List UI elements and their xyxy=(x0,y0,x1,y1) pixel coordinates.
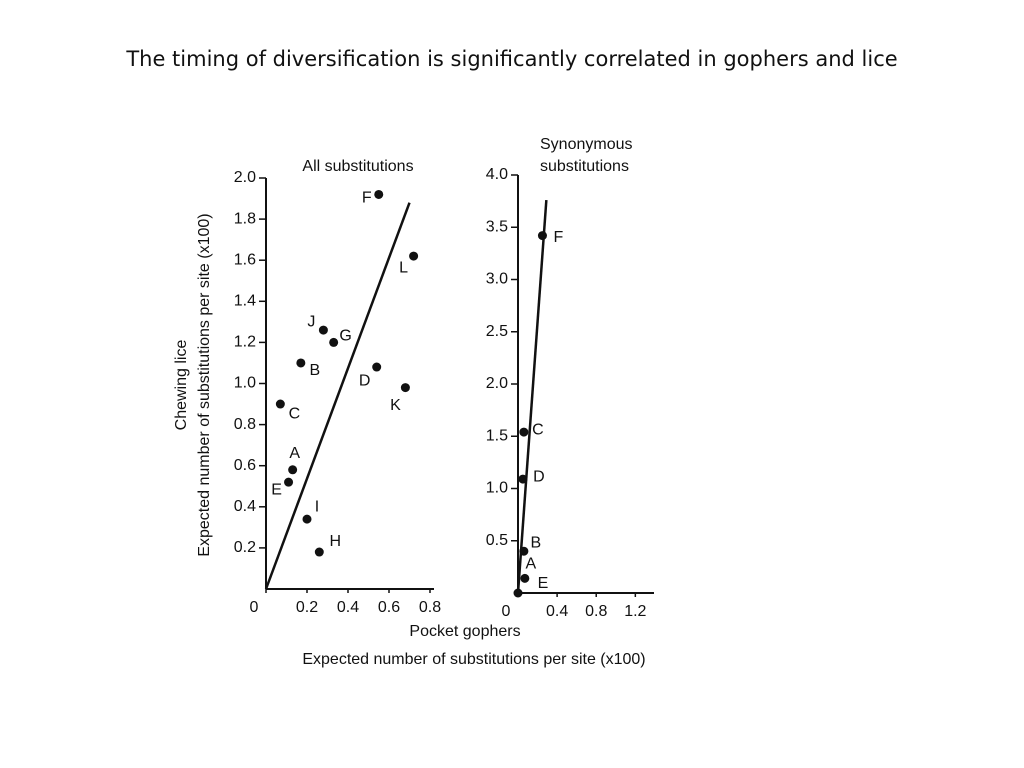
point-label: C xyxy=(289,405,301,422)
y-tick-label: 2.5 xyxy=(486,323,508,340)
y-tick-label: 1.0 xyxy=(486,480,508,497)
point-label: K xyxy=(390,397,401,414)
point xyxy=(314,547,324,557)
chart-title: All substitutions xyxy=(302,158,413,175)
x-tick-label: 0.4 xyxy=(546,603,568,620)
y-tick-label: 1.6 xyxy=(234,251,256,268)
point-label: F xyxy=(362,190,372,207)
point-label: L xyxy=(399,259,408,276)
y-tick-label: 3.5 xyxy=(486,218,508,235)
point-label: H xyxy=(330,533,342,550)
point-label: B xyxy=(310,362,321,379)
slide-title: The timing of diversification is signifi… xyxy=(125,47,897,71)
point xyxy=(275,399,285,409)
point-label: J xyxy=(307,313,315,330)
point-label: G xyxy=(339,328,351,345)
point-label: A xyxy=(289,445,300,462)
point-label: A xyxy=(526,556,537,573)
point-label: B xyxy=(531,534,542,551)
y-tick-label: 0.8 xyxy=(234,416,256,433)
y-tick-label: 2.0 xyxy=(486,375,508,392)
y-tick-label: 1.4 xyxy=(234,293,256,310)
y-tick-label: 4.0 xyxy=(486,166,508,183)
x-axis-label: Pocket gophers xyxy=(409,623,520,640)
x-tick-label: 0.6 xyxy=(378,599,400,616)
point-label: D xyxy=(533,468,545,485)
chart-title: substitutions xyxy=(540,158,629,175)
point xyxy=(519,427,529,437)
x-tick-label: 0.8 xyxy=(419,599,441,616)
point xyxy=(372,362,382,372)
point xyxy=(409,251,419,261)
point xyxy=(537,231,547,241)
y-tick-label: 0.4 xyxy=(234,498,256,515)
y-tick-label: 0.2 xyxy=(234,539,256,556)
x-tick-label: 1.2 xyxy=(624,603,646,620)
y-tick-label: 1.8 xyxy=(234,210,256,227)
x-tick-label: 0.2 xyxy=(296,599,318,616)
point xyxy=(400,383,410,393)
point xyxy=(374,189,384,199)
fit-line xyxy=(264,202,411,590)
point xyxy=(318,325,328,335)
y-axis-label: Expected number of substitutions per sit… xyxy=(196,213,213,556)
y-tick-label: 1.0 xyxy=(234,375,256,392)
chart-title: Synonymous xyxy=(540,136,633,153)
x-tick-label: 0 xyxy=(502,603,511,620)
point xyxy=(329,337,339,347)
point xyxy=(519,546,529,556)
y-tick-label: 1.5 xyxy=(486,427,508,444)
x-tick-label: 0.8 xyxy=(585,603,607,620)
point xyxy=(520,573,530,583)
fit-line xyxy=(516,199,548,594)
point-label: F xyxy=(554,229,564,246)
y-tick-label: 0.5 xyxy=(486,532,508,549)
point xyxy=(296,358,306,368)
point xyxy=(518,474,528,484)
y-tick-label: 3.0 xyxy=(486,271,508,288)
y-tick-label: 1.2 xyxy=(234,334,256,351)
x-tick-label: 0 xyxy=(250,599,259,616)
point-label: C xyxy=(532,421,544,438)
point-label: I xyxy=(315,498,319,515)
point-label: E xyxy=(271,481,282,498)
y-tick-label: 2.0 xyxy=(234,169,256,186)
x-tick-label: 0.4 xyxy=(337,599,359,616)
x-axis-label: Expected number of substitutions per sit… xyxy=(302,651,645,668)
point-label: D xyxy=(359,372,371,389)
point xyxy=(288,465,298,475)
point xyxy=(302,514,312,524)
y-axis-label: Chewing lice xyxy=(173,340,190,431)
point-label: E xyxy=(538,575,549,592)
point xyxy=(284,477,294,487)
y-tick-label: 0.6 xyxy=(234,457,256,474)
point xyxy=(513,588,523,598)
